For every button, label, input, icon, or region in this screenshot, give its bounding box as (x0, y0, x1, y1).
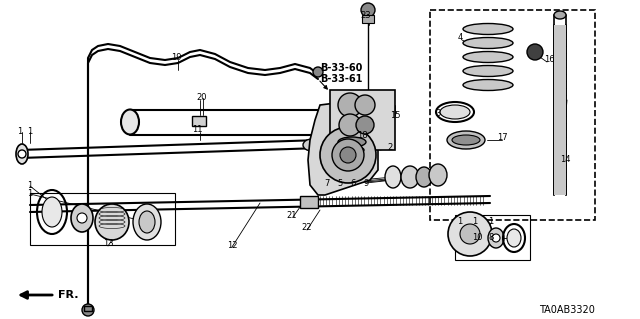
Ellipse shape (385, 166, 401, 188)
Bar (430, 10, 595, 220)
Ellipse shape (95, 204, 129, 240)
Bar (84, 306, 92, 311)
Text: 1: 1 (472, 218, 477, 226)
Text: 1: 1 (488, 218, 493, 226)
Ellipse shape (133, 204, 161, 240)
Circle shape (339, 114, 361, 136)
Text: 8: 8 (488, 234, 493, 242)
Text: FR.: FR. (58, 290, 79, 300)
Ellipse shape (139, 211, 155, 233)
Circle shape (356, 116, 374, 134)
Text: 23: 23 (361, 11, 371, 19)
Text: 1: 1 (28, 127, 33, 136)
Text: 10: 10 (472, 234, 483, 242)
Ellipse shape (121, 109, 139, 135)
Ellipse shape (429, 164, 447, 186)
Text: 1: 1 (28, 189, 33, 197)
Text: 9: 9 (364, 179, 369, 188)
Text: 14: 14 (560, 155, 570, 165)
Polygon shape (308, 100, 378, 195)
Bar (554, 25, 566, 195)
Ellipse shape (303, 139, 321, 151)
Circle shape (77, 213, 87, 223)
Text: 4: 4 (458, 33, 463, 42)
Text: 21: 21 (287, 211, 297, 219)
Ellipse shape (554, 11, 566, 19)
Ellipse shape (463, 65, 513, 77)
Ellipse shape (488, 228, 504, 248)
Circle shape (448, 212, 492, 256)
Text: 1: 1 (28, 181, 33, 189)
Text: 12: 12 (227, 241, 237, 249)
Ellipse shape (338, 137, 366, 147)
Circle shape (82, 304, 94, 316)
Text: 11: 11 (192, 125, 202, 135)
Circle shape (313, 67, 323, 77)
Ellipse shape (42, 197, 62, 227)
Bar (455, 215, 530, 260)
Circle shape (355, 95, 375, 115)
Ellipse shape (507, 229, 521, 247)
Text: TA0AB3320: TA0AB3320 (539, 305, 595, 315)
Bar (300, 196, 318, 208)
Circle shape (338, 93, 362, 117)
Bar (30, 193, 175, 245)
Text: B-33-60: B-33-60 (320, 63, 362, 73)
Ellipse shape (452, 135, 480, 145)
Text: 16: 16 (544, 56, 554, 64)
Text: 20: 20 (196, 93, 207, 101)
Text: 1: 1 (17, 127, 22, 136)
Circle shape (332, 139, 364, 171)
Ellipse shape (463, 51, 513, 63)
Ellipse shape (401, 166, 419, 188)
Bar (192, 116, 206, 126)
Circle shape (492, 234, 500, 242)
Circle shape (527, 44, 543, 60)
Ellipse shape (71, 204, 93, 232)
Text: 1: 1 (458, 218, 463, 226)
Text: 6: 6 (350, 179, 356, 188)
Ellipse shape (463, 79, 513, 91)
Text: 18: 18 (356, 131, 367, 140)
Ellipse shape (463, 38, 513, 48)
Bar (330, 90, 395, 150)
Circle shape (18, 150, 26, 158)
Ellipse shape (340, 146, 364, 154)
Text: B-33-61: B-33-61 (320, 74, 362, 84)
Ellipse shape (440, 105, 470, 119)
Text: 13: 13 (102, 240, 113, 249)
Text: 15: 15 (390, 110, 400, 120)
Text: 19: 19 (171, 54, 181, 63)
Ellipse shape (447, 131, 485, 149)
Circle shape (320, 127, 376, 183)
Text: 17: 17 (497, 133, 508, 143)
Text: 7: 7 (324, 179, 330, 188)
Circle shape (460, 224, 480, 244)
Bar (362, 15, 374, 23)
Text: 22: 22 (301, 224, 312, 233)
Circle shape (361, 3, 375, 17)
Ellipse shape (16, 144, 28, 164)
Text: 3: 3 (435, 108, 441, 117)
Ellipse shape (416, 167, 432, 187)
Ellipse shape (463, 24, 513, 34)
Text: 5: 5 (337, 179, 342, 188)
Circle shape (340, 147, 356, 163)
Text: 2: 2 (387, 143, 392, 152)
